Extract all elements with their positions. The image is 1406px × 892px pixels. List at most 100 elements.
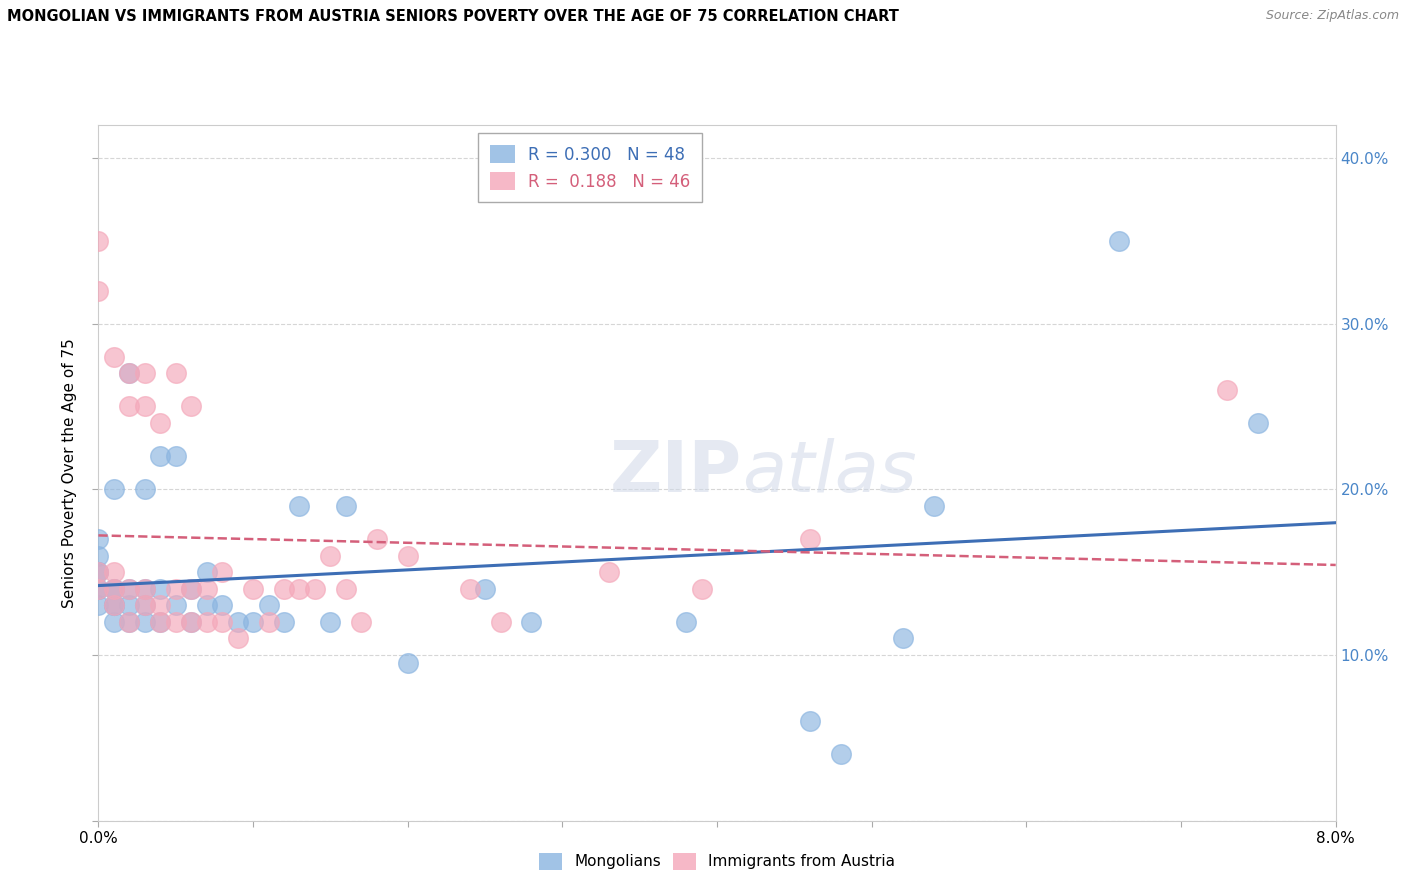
Point bbox=[103, 582, 125, 596]
Point bbox=[180, 615, 202, 629]
Point bbox=[180, 615, 202, 629]
Text: atlas: atlas bbox=[742, 438, 917, 508]
Point bbox=[87, 549, 110, 563]
Point bbox=[458, 582, 481, 596]
Point bbox=[149, 416, 172, 430]
Point bbox=[319, 615, 342, 629]
Point bbox=[149, 615, 172, 629]
Point bbox=[165, 449, 187, 463]
Point bbox=[242, 615, 264, 629]
Point bbox=[118, 615, 141, 629]
Point bbox=[87, 582, 110, 596]
Point bbox=[134, 599, 156, 613]
Point bbox=[103, 582, 125, 596]
Point bbox=[891, 632, 914, 646]
Point bbox=[118, 367, 141, 381]
Point bbox=[690, 582, 713, 596]
Point bbox=[103, 599, 125, 613]
Point bbox=[149, 599, 172, 613]
Point bbox=[211, 565, 233, 579]
Point bbox=[350, 615, 373, 629]
Point bbox=[134, 400, 156, 414]
Point bbox=[1108, 234, 1130, 248]
Point bbox=[180, 400, 202, 414]
Point bbox=[273, 615, 295, 629]
Text: ZIP: ZIP bbox=[610, 438, 742, 508]
Point bbox=[134, 582, 156, 596]
Point bbox=[799, 532, 821, 546]
Point bbox=[180, 582, 202, 596]
Point bbox=[103, 599, 125, 613]
Point bbox=[257, 599, 280, 613]
Point bbox=[319, 549, 342, 563]
Point bbox=[118, 615, 141, 629]
Point bbox=[180, 582, 202, 596]
Point bbox=[288, 582, 311, 596]
Point bbox=[118, 599, 141, 613]
Point bbox=[87, 284, 110, 298]
Point bbox=[87, 565, 110, 579]
Point bbox=[211, 615, 233, 629]
Point bbox=[335, 499, 357, 513]
Point bbox=[118, 582, 141, 596]
Point bbox=[165, 367, 187, 381]
Point bbox=[103, 565, 125, 579]
Point bbox=[87, 582, 110, 596]
Point bbox=[675, 615, 697, 629]
Point bbox=[134, 582, 156, 596]
Point bbox=[118, 367, 141, 381]
Point bbox=[87, 565, 110, 579]
Point bbox=[304, 582, 326, 596]
Point bbox=[87, 234, 110, 248]
Point bbox=[103, 483, 125, 497]
Point bbox=[134, 599, 156, 613]
Point bbox=[165, 615, 187, 629]
Point bbox=[1247, 416, 1270, 430]
Point bbox=[87, 532, 110, 546]
Point bbox=[598, 565, 620, 579]
Legend: Mongolians, Immigrants from Austria: Mongolians, Immigrants from Austria bbox=[533, 847, 901, 876]
Point bbox=[520, 615, 543, 629]
Point bbox=[87, 599, 110, 613]
Point bbox=[134, 483, 156, 497]
Point bbox=[149, 615, 172, 629]
Point bbox=[1216, 383, 1239, 397]
Point bbox=[257, 615, 280, 629]
Point bbox=[489, 615, 512, 629]
Point bbox=[922, 499, 945, 513]
Point bbox=[799, 714, 821, 729]
Point bbox=[103, 582, 125, 596]
Point bbox=[134, 367, 156, 381]
Point bbox=[149, 582, 172, 596]
Text: Source: ZipAtlas.com: Source: ZipAtlas.com bbox=[1265, 9, 1399, 22]
Point bbox=[195, 599, 218, 613]
Point bbox=[288, 499, 311, 513]
Point bbox=[335, 582, 357, 596]
Point bbox=[118, 582, 141, 596]
Point bbox=[273, 582, 295, 596]
Point bbox=[87, 565, 110, 579]
Point bbox=[149, 449, 172, 463]
Point bbox=[103, 350, 125, 364]
Point bbox=[103, 599, 125, 613]
Point bbox=[118, 400, 141, 414]
Point bbox=[195, 565, 218, 579]
Point bbox=[87, 582, 110, 596]
Point bbox=[134, 615, 156, 629]
Point bbox=[195, 582, 218, 596]
Point bbox=[211, 599, 233, 613]
Point bbox=[366, 532, 388, 546]
Text: MONGOLIAN VS IMMIGRANTS FROM AUSTRIA SENIORS POVERTY OVER THE AGE OF 75 CORRELAT: MONGOLIAN VS IMMIGRANTS FROM AUSTRIA SEN… bbox=[7, 9, 898, 24]
Point bbox=[103, 615, 125, 629]
Point bbox=[226, 632, 249, 646]
Y-axis label: Seniors Poverty Over the Age of 75: Seniors Poverty Over the Age of 75 bbox=[62, 338, 77, 607]
Point bbox=[396, 549, 419, 563]
Point bbox=[165, 599, 187, 613]
Point bbox=[195, 615, 218, 629]
Point bbox=[396, 657, 419, 671]
Point bbox=[474, 582, 496, 596]
Point bbox=[226, 615, 249, 629]
Point bbox=[830, 747, 852, 762]
Point bbox=[242, 582, 264, 596]
Point bbox=[165, 582, 187, 596]
